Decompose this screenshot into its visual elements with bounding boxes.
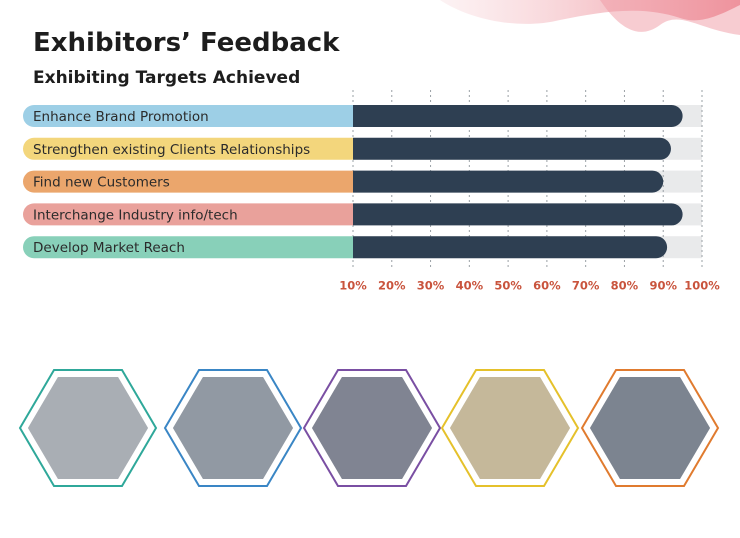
bar <box>353 105 683 127</box>
bar <box>353 137 671 160</box>
chart-subtitle: Exhibiting Targets Achieved <box>33 68 300 88</box>
x-tick-label: 70% <box>572 279 600 293</box>
x-tick-label: 40% <box>456 279 484 293</box>
category-label: Enhance Brand Promotion <box>33 109 209 125</box>
category-pill <box>22 236 353 259</box>
x-tick-label: 100% <box>684 279 720 293</box>
bar <box>353 170 664 193</box>
photo-hexagon <box>580 369 720 487</box>
bar <box>353 236 668 259</box>
photo-hexagon <box>18 369 158 487</box>
bar <box>353 203 683 226</box>
x-tick-label: 80% <box>611 279 639 293</box>
x-tick-label: 50% <box>494 279 522 293</box>
chart-title: Exhibitors’ Feedback <box>33 28 340 58</box>
decor-swirl <box>600 0 740 35</box>
x-tick-label: 30% <box>417 279 445 293</box>
photo-strip <box>18 369 720 487</box>
category-pill <box>23 203 354 226</box>
photo-hexagon <box>302 369 442 487</box>
x-tick-label: 60% <box>533 279 561 293</box>
photo-hexagon <box>163 369 303 487</box>
photo-hexagon <box>440 369 580 487</box>
category-label: Interchange Industry info/tech <box>33 207 238 223</box>
category-pill <box>23 170 354 193</box>
category-label: Develop Market Reach <box>33 240 185 256</box>
x-tick-label: 20% <box>378 279 406 293</box>
category-pill <box>23 105 353 127</box>
x-tick-label: 10% <box>339 279 367 293</box>
category-label: Strengthen existing Clients Relationship… <box>33 142 310 158</box>
category-pill <box>23 137 354 160</box>
x-tick-label: 90% <box>649 279 677 293</box>
category-label: Find new Customers <box>33 175 170 191</box>
